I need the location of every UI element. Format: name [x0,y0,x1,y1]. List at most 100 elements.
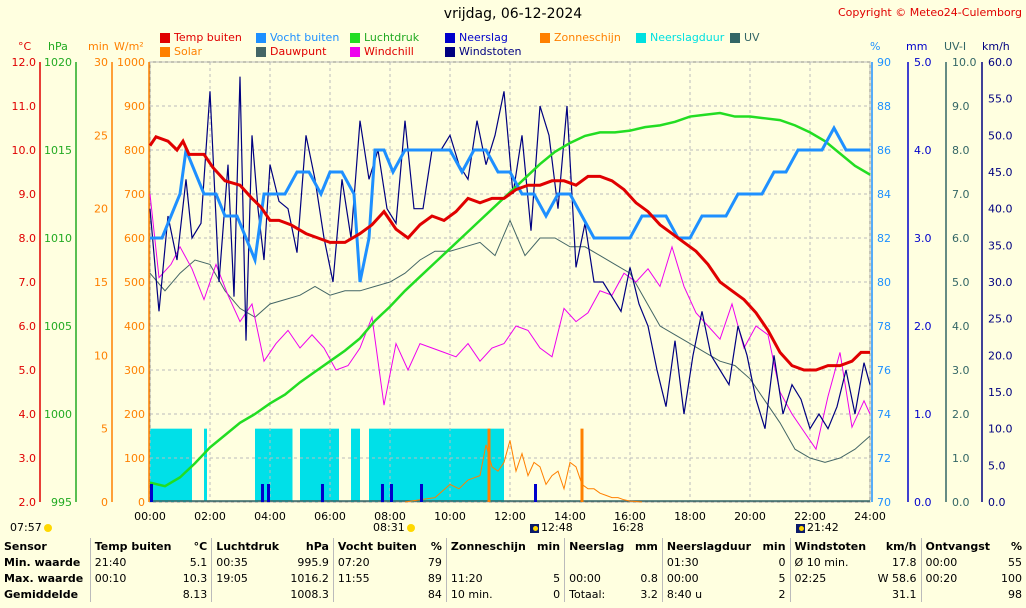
stats-header-cell: km/h [885,539,917,553]
axis-tick-humidity: 72 [877,452,891,465]
dawn-marker: 07:57 [10,521,52,534]
stats-cell [445,554,533,570]
rain-duration-block [204,428,207,502]
stats-cell: 98 [1008,587,1022,601]
stats-header-cell: Neerslagduur [661,538,758,554]
rain-duration-block [351,428,360,502]
axis-tick-humidity: 84 [877,188,891,201]
stats-cell: 07:20 [332,554,424,570]
axis-tick-wind: 25.0 [988,313,1013,326]
stats-cell: 3.2 [640,587,658,601]
stats-cell: 995.9 [297,555,329,569]
rain-bar [261,484,264,502]
weather-chart: 00:00 02:00 04:00 06:00 08:00 10:00 12:00 14:00… [12,56,1013,523]
stats-cell: 10 min. [445,586,533,602]
axis-tick-solar: 300 [124,364,145,377]
axis-tick-wind: 45.0 [988,166,1013,179]
rain-bar [381,484,384,502]
stats-cell: 00:00 [564,570,631,586]
legend-swatch [636,32,646,43]
unit-uvi: UV-I [944,40,967,53]
axis-tick-wind: 55.0 [988,93,1013,106]
axis-tick-uvi: 2.0 [952,408,970,421]
axis-tick-wind: 50.0 [988,129,1013,142]
axis-tick-humidity: 78 [877,320,891,333]
chart-title: vrijdag, 06-12-2024 [443,6,583,22]
legend-swatch [160,32,170,43]
stats-cell: 00:10 [89,570,178,586]
legend-label: UV [744,31,760,44]
sun-icon [43,524,52,532]
axis-tick-wind: 10.0 [988,423,1013,436]
axis-tick-rain_mm: 0.0 [914,496,932,509]
stats-cell: 89 [427,571,442,585]
stats-header-cell: mm [634,539,658,553]
x-tick-label: 04:00 [254,510,286,523]
axis-tick-temp: 7.0 [19,276,37,289]
legend-label: Windchill [364,45,414,58]
stats-cell: 1016.2 [290,571,329,585]
x-tick-label: 12:00 [494,510,526,523]
stats-cell [564,554,631,570]
moonset-time: 21:42 [807,521,839,534]
rain-bar [534,484,537,502]
axis-tick-humidity: 70 [877,496,891,509]
axis-tick-pressure: 995 [51,496,72,509]
axis-tick-temp: 6.0 [19,320,37,333]
legend-swatch [256,46,266,57]
dawn-time: 07:57 [10,521,42,534]
sunrise-time: 08:31 [373,521,405,534]
rain-bar [321,484,324,502]
legend-swatch [350,46,360,57]
axis-tick-humidity: 88 [877,100,891,113]
axis-tick-wind: 60.0 [988,56,1013,69]
legend-item: Vocht buiten [256,31,339,44]
x-tick-label: 06:00 [314,510,346,523]
stats-header-cell: Sensor [4,539,47,553]
axis-tick-rain_mm: 5.0 [914,56,932,69]
stats-header-cell: Temp buiten [89,538,178,554]
stats-cell [211,586,286,602]
axis-tick-humidity: 90 [877,56,891,69]
axis-tick-humidity: 76 [877,364,891,377]
axis-tick-wind: 15.0 [988,386,1013,399]
stats-cell: 00:00 [661,570,758,586]
legend-swatch [350,32,360,43]
stats-header-cell: Windstoten [789,538,873,554]
axis-tick-humidity: 80 [877,276,891,289]
stats-cell [920,586,997,602]
axis-tick-minutes: 10 [94,349,108,362]
rain-duration-block [255,428,293,502]
axis-tick-uvi: 5.0 [952,276,970,289]
stats-cell: 10.3 [182,571,208,585]
axis-tick-minutes: 25 [94,129,108,142]
stats-header-cell: Ontvangst [920,538,997,554]
axis-tick-rain_mm: 1.0 [914,408,932,421]
stats-table: Sensor Temp buiten °C Luchtdruk hPa Vocht bui… [0,538,1026,602]
x-tick-label: 20:00 [734,510,766,523]
axis-tick-temp: 10.0 [12,144,37,157]
legend-item: UV [730,31,760,44]
rain-duration-block [300,428,339,502]
axis-tick-temp: 4.0 [19,408,37,421]
axis-tick-uvi: 7.0 [952,188,970,201]
axis-tick-temp: 3.0 [19,452,37,465]
stats-cell [630,554,662,570]
stats-cell: 79 [427,555,442,569]
axis-tick-minutes: 15 [94,276,108,289]
legend-label: Solar [174,45,203,58]
rain-bar [150,484,153,502]
moon-icon [796,523,805,533]
moonrise-marker: 12:48 [530,521,573,534]
stats-cell: Min. waarde [4,555,81,569]
axis-tick-solar: 200 [124,408,145,421]
stats-cell: 00:35 [211,554,286,570]
unit-kmh: km/h [982,40,1010,53]
unit-min: min [88,40,109,53]
axis-tick-wind: 0.0 [988,496,1006,509]
stats-cell: 8.13 [182,587,208,601]
rain-duration-block [369,428,504,502]
axis-tick-uvi: 4.0 [952,320,970,333]
axis-tick-humidity: 86 [877,144,891,157]
axis-tick-solar: 0 [138,496,145,509]
